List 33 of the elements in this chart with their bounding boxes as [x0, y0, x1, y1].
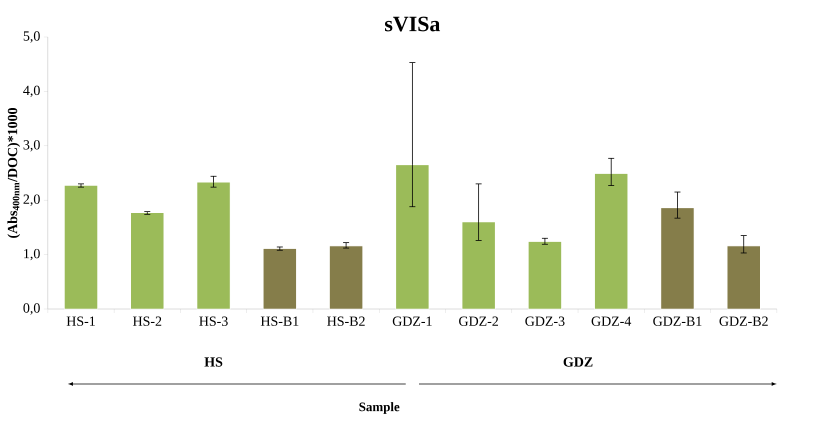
y-tick-label: 0,0: [23, 303, 40, 315]
y-tick-label: 5,0: [24, 31, 40, 43]
x-tick-label: HS-1: [66, 316, 95, 326]
x-tick-label: GDZ-2: [459, 316, 498, 326]
y-tick-label: 4,0: [23, 86, 40, 98]
y-tick-label: 3,0: [24, 140, 40, 152]
x-tick-label: GDZ-1: [392, 316, 432, 326]
y-tick-label: 1,0: [24, 248, 40, 260]
text: HS: [204, 357, 222, 367]
y-axis-title: (Abs$_{400nm}$/DOC)*1000: [7, 108, 20, 238]
chart-title: sVISa: [385, 16, 440, 32]
text: GDZ: [564, 357, 592, 367]
text: Sample: [359, 402, 400, 414]
bar: [462, 222, 496, 310]
y-tick-label: 2,0: [24, 194, 40, 206]
bar: [726, 246, 761, 310]
bar: [660, 208, 694, 310]
bar: [130, 212, 164, 310]
x-tick-label: HS-B2: [327, 316, 365, 326]
bar: [64, 185, 98, 310]
bar: [196, 182, 230, 310]
bar: [528, 241, 562, 310]
x-tick-label: HS-B1: [260, 316, 298, 326]
bar: [262, 248, 297, 310]
bar: [396, 164, 430, 310]
x-tick-label: GDZ-B1: [653, 316, 702, 326]
x-tick-label: GDZ-3: [525, 316, 565, 326]
bar: [594, 173, 628, 310]
x-tick-label: HS-2: [132, 316, 162, 326]
x-tick-label: GDZ-B2: [720, 316, 768, 326]
x-tick-label: HS-3: [199, 316, 228, 326]
bar: [329, 246, 363, 310]
x-tick-label: GDZ-4: [592, 316, 632, 326]
